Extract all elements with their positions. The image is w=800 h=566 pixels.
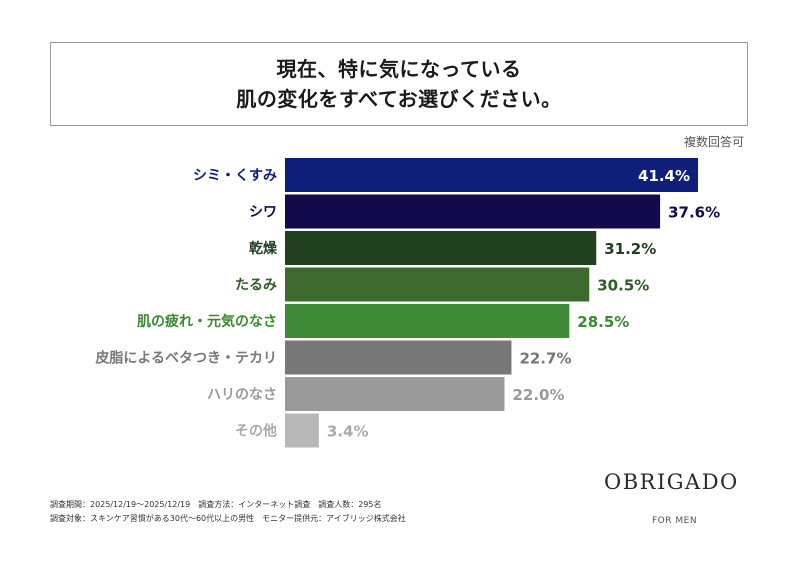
bar-0 (285, 158, 698, 192)
value-label-4: 28.5% (577, 313, 629, 331)
category-label-0: シミ・くすみ (193, 168, 277, 184)
category-label-2: 乾燥 (249, 240, 278, 257)
bar-5 (285, 340, 512, 375)
category-label-7: その他 (235, 423, 277, 440)
category-label-5: 皮脂によるベタつき・テカリ (94, 350, 277, 367)
value-label-5: 22.7% (519, 350, 571, 368)
value-label-1: 37.6% (668, 204, 720, 222)
value-label-3: 30.5% (597, 277, 649, 295)
survey-period-line: 調査期間：2025/12/19〜2025/12/19 調査方法：インターネット調… (50, 500, 382, 509)
value-label-7: 3.4% (327, 423, 369, 441)
bar-4 (285, 304, 570, 338)
title-line-2: 肌の変化をすべてお選びください。 (236, 87, 562, 111)
category-label-6: ハリのなさ (207, 387, 277, 403)
value-label-2: 31.2% (604, 240, 656, 258)
category-label-1: シワ (249, 205, 277, 221)
value-label-0: 41.4% (638, 167, 690, 185)
value-label-6: 22.0% (512, 386, 564, 404)
category-label-4: 肌の疲れ・元気のなさ (137, 313, 277, 330)
logo-subtitle: FOR MEN (652, 516, 698, 526)
survey-target-line: 調査対象：スキンケア習慣がある30代〜60代以上の男性 モニター提供元：アイブリ… (50, 514, 406, 523)
category-label-3: たるみ (235, 278, 277, 294)
bar-2 (285, 231, 597, 265)
bar-3 (285, 267, 590, 302)
bar-1 (285, 194, 661, 229)
title-line-1: 現在、特に気になっている (276, 57, 522, 81)
bar-7 (285, 413, 319, 448)
bar-6 (285, 377, 505, 411)
obrigado-logo: OBRIGADO (604, 470, 739, 494)
question-title-box: 現在、特に気になっている 肌の変化をすべてお選びください。 (50, 42, 748, 126)
multiple-answer-note: 複数回答可 (683, 135, 744, 149)
